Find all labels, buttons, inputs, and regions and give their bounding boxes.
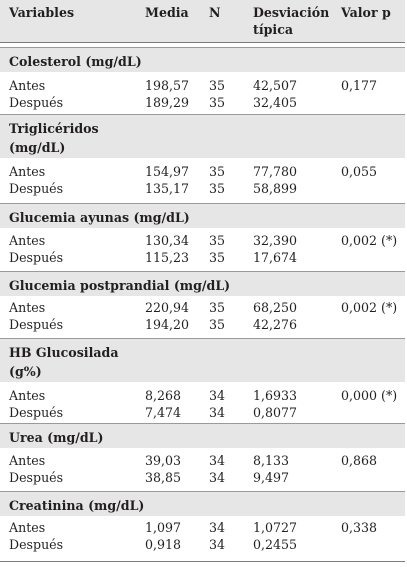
cell-sd: 58,899 <box>253 181 298 196</box>
row-label: Antes <box>9 164 46 179</box>
row-label: Antes <box>9 453 46 468</box>
cell-sd: 8,133 <box>253 453 290 468</box>
cell-sd: 1,0727 <box>253 520 298 535</box>
cell-media: 39,03 <box>145 453 182 468</box>
table-row: Antes 220,94 35 68,250 0,002 (*) <box>0 299 405 317</box>
cell-media: 130,34 <box>145 233 190 248</box>
cell-n: 34 <box>209 453 226 468</box>
row-label: Después <box>9 95 64 110</box>
cell-n: 34 <box>209 470 226 485</box>
row-label: Antes <box>9 300 46 315</box>
row-label: Antes <box>9 388 46 403</box>
cell-n: 35 <box>209 250 226 265</box>
cell-sd: 32,390 <box>253 233 298 248</box>
cell-n: 35 <box>209 317 226 332</box>
row-label: Después <box>9 317 64 332</box>
table-row: Antes 198,57 35 42,507 0,177 <box>0 77 405 95</box>
header-desviacion-line1: Desviación <box>253 5 330 20</box>
cell-sd: 32,405 <box>253 95 298 110</box>
cell-sd: 0,8077 <box>253 405 298 420</box>
header-variables: Variables <box>9 5 75 20</box>
row-label: Después <box>9 181 64 196</box>
cell-n: 34 <box>209 537 226 552</box>
table-row: Antes 1,097 34 1,0727 0,338 <box>0 519 405 537</box>
table-row: Después 194,20 35 42,276 <box>0 316 405 334</box>
table-row: Después 115,23 35 17,674 <box>0 249 405 267</box>
cell-p: 0,002 (*) <box>341 233 398 248</box>
cell-sd: 77,780 <box>253 164 298 179</box>
cell-p: 0,055 <box>341 164 378 179</box>
section-header-glucemia-postprandial: Glucemia postprandial (mg/dL) <box>0 271 405 296</box>
section-title: Urea (mg/dL) <box>9 430 104 445</box>
table-row: Antes 8,268 34 1,6933 0,000 (*) <box>0 387 405 405</box>
cell-media: 38,85 <box>145 470 182 485</box>
cell-media: 154,97 <box>145 164 190 179</box>
cell-media: 0,918 <box>145 537 182 552</box>
header-n: N <box>209 5 221 20</box>
section-header-creatinina: Creatinina (mg/dL) <box>0 491 405 516</box>
section-header-hb-glucosilada: HB Glucosilada (g%) <box>0 338 405 382</box>
cell-media: 194,20 <box>145 317 190 332</box>
row-label: Después <box>9 250 64 265</box>
cell-p: 0,868 <box>341 453 378 468</box>
row-label: Después <box>9 405 64 420</box>
cell-sd: 1,6933 <box>253 388 298 403</box>
cell-n: 35 <box>209 233 226 248</box>
cell-n: 35 <box>209 164 226 179</box>
cell-n: 35 <box>209 181 226 196</box>
section-title: Glucemia ayunas (mg/dL) <box>9 210 190 225</box>
cell-sd: 42,276 <box>253 317 298 332</box>
row-label: Antes <box>9 78 46 93</box>
cell-p: 0,177 <box>341 78 378 93</box>
row-label: Después <box>9 470 64 485</box>
table-row: Después 135,17 35 58,899 <box>0 180 405 198</box>
cell-media: 8,268 <box>145 388 182 403</box>
cell-sd: 9,497 <box>253 470 290 485</box>
cell-media: 7,474 <box>145 405 182 420</box>
cell-sd: 17,674 <box>253 250 298 265</box>
table-header: Variables Media N Desviación típica Valo… <box>0 0 405 43</box>
cell-p: 0,002 (*) <box>341 300 398 315</box>
row-label: Después <box>9 537 64 552</box>
cell-n: 34 <box>209 405 226 420</box>
header-valor-p: Valor p <box>341 5 391 20</box>
table-row: Después 189,29 35 32,405 <box>0 94 405 112</box>
section-header-trigliceridos: Triglicéridos (mg/dL) <box>0 114 405 158</box>
cell-sd: 68,250 <box>253 300 298 315</box>
table-row: Después 7,474 34 0,8077 <box>0 404 405 422</box>
cell-n: 34 <box>209 520 226 535</box>
header-desviacion-line2: típica <box>253 22 294 37</box>
cell-media: 115,23 <box>145 250 190 265</box>
table-bottom-rule <box>0 561 405 562</box>
cell-sd: 42,507 <box>253 78 298 93</box>
table-row: Antes 154,97 35 77,780 0,055 <box>0 163 405 181</box>
cell-n: 35 <box>209 78 226 93</box>
row-label: Antes <box>9 233 46 248</box>
section-title: Glucemia postprandial (mg/dL) <box>9 278 231 293</box>
section-title: Creatinina (mg/dL) <box>9 498 145 513</box>
section-title: Colesterol (mg/dL) <box>9 54 142 69</box>
row-label: Antes <box>9 520 46 535</box>
table-row: Después 38,85 34 9,497 <box>0 469 405 487</box>
cell-media: 189,29 <box>145 95 190 110</box>
cell-media: 220,94 <box>145 300 190 315</box>
section-title: HB Glucosilada (g%) <box>9 345 119 379</box>
cell-media: 198,57 <box>145 78 190 93</box>
table-row: Antes 39,03 34 8,133 0,868 <box>0 452 405 470</box>
header-media: Media <box>145 5 189 20</box>
cell-media: 135,17 <box>145 181 190 196</box>
section-title: Triglicéridos (mg/dL) <box>9 121 99 155</box>
cell-sd: 0,2455 <box>253 537 298 552</box>
cell-n: 35 <box>209 95 226 110</box>
table-row: Antes 130,34 35 32,390 0,002 (*) <box>0 232 405 250</box>
section-header-glucemia-ayunas: Glucemia ayunas (mg/dL) <box>0 203 405 228</box>
table-row: Después 0,918 34 0,2455 <box>0 536 405 554</box>
section-header-colesterol: Colesterol (mg/dL) <box>0 47 405 72</box>
cell-p: 0,000 (*) <box>341 388 398 403</box>
cell-n: 35 <box>209 300 226 315</box>
cell-n: 34 <box>209 388 226 403</box>
section-header-urea: Urea (mg/dL) <box>0 423 405 448</box>
cell-media: 1,097 <box>145 520 182 535</box>
cell-p: 0,338 <box>341 520 378 535</box>
